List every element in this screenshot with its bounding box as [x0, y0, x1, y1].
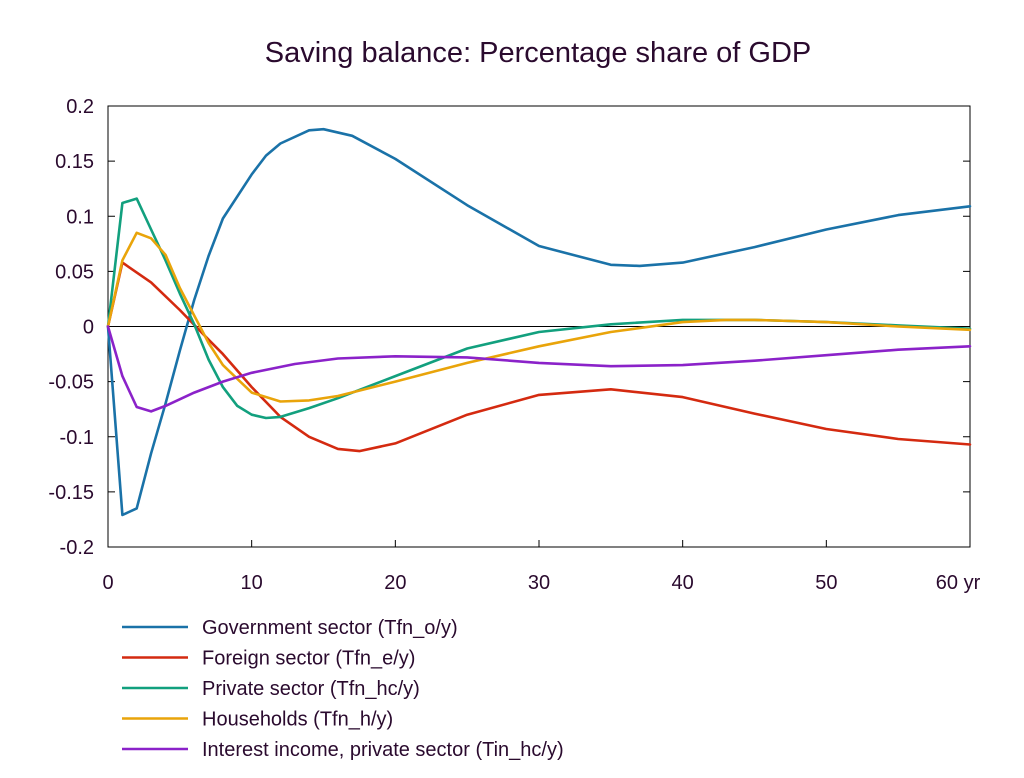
series-line-4 [106, 231, 972, 403]
plot-area: 0.2 0.15 0.1 0.05 0 -0.05 -0.1 -0.15 -0.2 0 10 20 3… [48, 96, 980, 594]
x-tick-label: 40 [672, 572, 694, 594]
x-axis: 0 10 20 30 40 50 60 yr [102, 540, 981, 594]
y-tick-label: -0.2 [60, 537, 94, 559]
legend-label: Foreign sector (Tfn_e/y) [202, 648, 415, 670]
legend: Government sector (Tfn_o/y) Foreign secto… [122, 617, 564, 761]
legend-label: Private sector (Tfn_hc/y) [202, 678, 420, 700]
x-tick-label: 60 yr [936, 572, 981, 594]
y-tick-label: 0 [83, 317, 94, 339]
series-line-3 [106, 197, 972, 420]
y-tick-label: 0.15 [55, 151, 94, 173]
y-tick-label: -0.15 [48, 482, 94, 504]
chart-title: Saving balance: Percentage share of GDP [265, 37, 812, 69]
legend-label: Interest income, private sector (Tin_hc/… [202, 739, 564, 761]
x-tick-label: 50 [815, 572, 837, 594]
x-tick-label: 20 [384, 572, 406, 594]
series-line-2 [106, 261, 972, 453]
y-axis: 0.2 0.15 0.1 0.05 0 -0.05 -0.1 -0.15 -0.2 [48, 96, 970, 559]
y-tick-label: 0.1 [66, 206, 94, 228]
series-layer [106, 127, 972, 517]
legend-label: Households (Tfn_h/y) [202, 709, 393, 731]
y-tick-label: 0.05 [55, 261, 94, 283]
y-tick-label: 0.2 [66, 96, 94, 118]
x-tick-label: 10 [241, 572, 263, 594]
x-tick-label: 0 [102, 572, 113, 594]
x-tick-label: 30 [528, 572, 550, 594]
series-line-5 [106, 325, 972, 413]
y-tick-label: -0.1 [60, 427, 94, 449]
y-tick-label: -0.05 [48, 372, 94, 394]
series-line-1 [106, 127, 972, 517]
legend-label: Government sector (Tfn_o/y) [202, 617, 458, 639]
